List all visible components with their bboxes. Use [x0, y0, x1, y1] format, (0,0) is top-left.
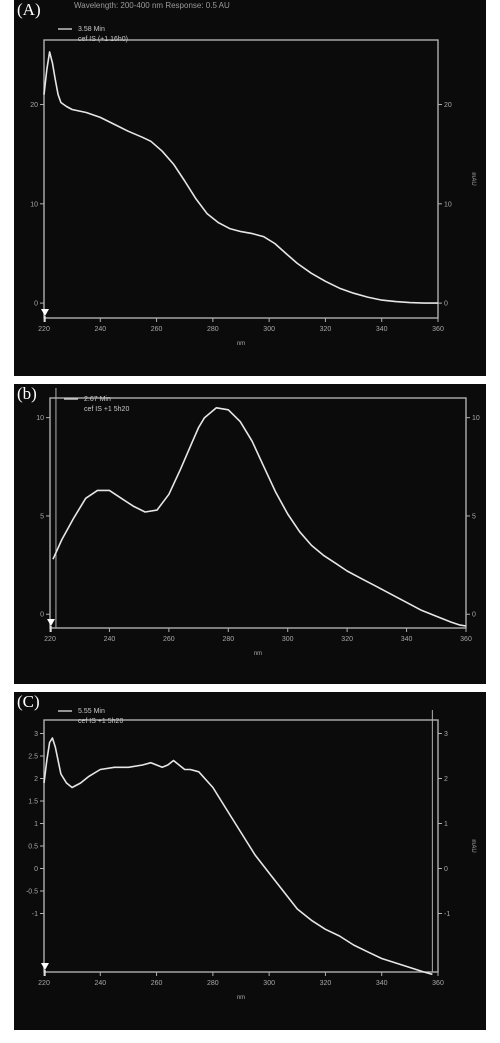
x-tick-label-6: 340: [376, 980, 388, 987]
y-tick-label-7: 2.5: [28, 754, 38, 761]
y-tick-label-2: 10: [36, 415, 44, 422]
legend-entry-1: cef IS +1 5h20: [78, 718, 123, 725]
x-tick-label-5: 320: [320, 326, 332, 333]
plot-frame: [49, 397, 467, 629]
y2-tick-label-2: 10: [472, 415, 480, 422]
x-tick-label-6: 340: [376, 326, 388, 333]
x-tick-label-1: 240: [94, 326, 106, 333]
x-axis-label: nm: [237, 995, 245, 1001]
x-tick-label-3: 280: [207, 326, 219, 333]
y-tick-label-8: 3: [34, 731, 38, 738]
x-tick-label-0: 220: [38, 326, 50, 333]
y2-tick-label-1: 10: [444, 201, 452, 208]
y2-axis-label: mAU: [470, 172, 476, 185]
chart-panel-b: (b) 220 240 260 280 300 320 340 360 0 5 10 0 5 10 nm 2.…: [14, 384, 486, 684]
x-tick-label-4: 300: [263, 980, 275, 987]
x-tick-label-2: 260: [151, 326, 163, 333]
plot-frame: [43, 719, 439, 973]
spectrum-chart-b: 220 240 260 280 300 320 340 360 0 5 10 0 5 10 nm 2.67 M…: [36, 388, 480, 657]
x-tick-label-0: 220: [38, 980, 50, 987]
spectrum-line-0: [43, 737, 433, 976]
x-tick-label-7: 360: [460, 636, 472, 643]
y-tick-label-5: 1.5: [28, 799, 38, 806]
start-marker-icon: [41, 963, 49, 970]
x-tick-label-3: 280: [207, 980, 219, 987]
x-tick-label-7: 360: [432, 980, 444, 987]
y-tick-label-1: 5: [40, 513, 44, 520]
panel-label-c: (C): [17, 692, 40, 711]
x-tick-label-2: 260: [163, 636, 175, 643]
y2-tick-label-0: 0: [472, 612, 476, 619]
chart-panel-a: Wavelength: 200-400 nm Response: 0.5 AU …: [14, 0, 486, 376]
y2-tick-label-2: 20: [444, 102, 452, 109]
plot-frame: [43, 39, 439, 319]
y2-axis-label: mAU: [470, 839, 476, 852]
legend-entry-0: 2.67 Min: [84, 396, 111, 403]
legend-entry-1: cef IS (+1 16h0): [78, 36, 128, 43]
y2-tick-label-4: 3: [444, 731, 448, 738]
y2-tick-label-1: 0: [444, 866, 448, 873]
y2-tick-label-0: 0: [444, 301, 448, 308]
y-tick-label-2: 20: [30, 102, 38, 109]
x-tick-label-0: 220: [44, 636, 56, 643]
y-tick-label-6: 2: [34, 776, 38, 783]
spectrum-line-0: [43, 51, 438, 304]
spectrum-chart-c: 220 240 260 280 300 320 340 360-1-0.500.511.522…: [26, 708, 476, 1001]
y-tick-label-2: 0: [34, 866, 38, 873]
y-tick-label-0: 0: [34, 301, 38, 308]
chart-panel-c: (C) 220 240 260 280 300 320 340 360 -1 -0.5 0 0.5 1 1…: [14, 692, 486, 1030]
x-axis-label: nm: [237, 341, 245, 347]
y2-tick-label-2: 1: [444, 821, 448, 828]
y2-tick-label-1: 5: [472, 513, 476, 520]
spectrum-chart-a: 220 240 260 280 300 320 340 360 0 10 20 0 10 20 nm mAU 3…: [30, 26, 476, 347]
x-tick-label-5: 320: [341, 636, 353, 643]
y-tick-label-1: 10: [30, 201, 38, 208]
y-tick-label-0: 0: [40, 612, 44, 619]
y-tick-label-0: -1: [32, 911, 38, 918]
legend-entry-0: 5.55 Min: [78, 708, 105, 715]
chromatogram-header-text: Wavelength: 200-400 nm Response: 0.5 AU: [74, 1, 230, 10]
x-tick-label-3: 280: [222, 636, 234, 643]
x-tick-label-5: 320: [320, 980, 332, 987]
start-marker-icon: [41, 309, 49, 316]
y-tick-label-1: -0.5: [26, 889, 38, 896]
legend-entry-0: 3.58 Min: [78, 26, 105, 33]
start-marker-icon: [47, 619, 55, 626]
panel-label-a: (A): [17, 0, 41, 19]
y2-tick-label-0: -1: [444, 911, 450, 918]
x-tick-label-1: 240: [104, 636, 116, 643]
x-tick-label-1: 240: [94, 980, 106, 987]
x-tick-label-4: 300: [263, 326, 275, 333]
x-tick-label-2: 260: [151, 980, 163, 987]
y-tick-label-4: 1: [34, 821, 38, 828]
x-tick-label-4: 300: [282, 636, 294, 643]
x-tick-label-6: 340: [401, 636, 413, 643]
y2-tick-label-3: 2: [444, 776, 448, 783]
spectrum-line-0: [52, 406, 467, 627]
y-tick-label-3: 0.5: [28, 844, 38, 851]
panel-label-b: (b): [17, 384, 37, 403]
x-tick-label-7: 360: [432, 326, 444, 333]
legend-entry-1: cef IS +1 5h20: [84, 406, 129, 413]
x-axis-label: nm: [254, 651, 262, 657]
